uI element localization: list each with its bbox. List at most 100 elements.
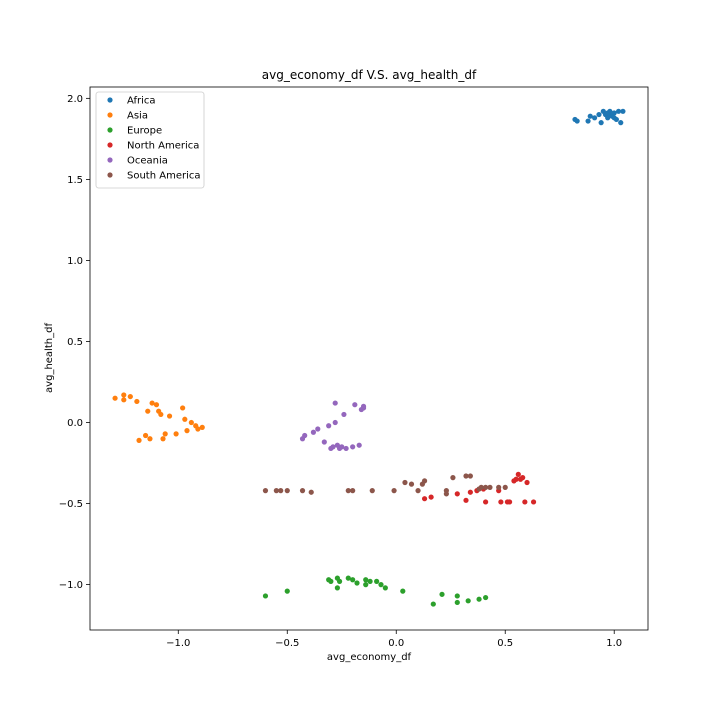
data-point: [173, 431, 179, 437]
data-point: [618, 120, 624, 126]
data-point: [587, 113, 593, 119]
legend-item: North America: [107, 141, 199, 152]
data-point: [350, 577, 356, 583]
data-point: [530, 499, 537, 505]
data-point: [330, 444, 336, 450]
data-point: [502, 484, 508, 490]
legend-item: Oceania: [107, 156, 168, 167]
data-point: [467, 489, 473, 495]
legend-marker: [107, 142, 113, 148]
data-point: [421, 496, 428, 502]
data-point: [611, 110, 617, 116]
y-tick-label: −0.5: [59, 499, 83, 510]
data-point: [454, 491, 460, 497]
legend-label: South America: [127, 171, 201, 182]
data-point: [430, 601, 436, 607]
data-point: [166, 413, 173, 419]
data-point: [321, 439, 327, 445]
data-point: [343, 445, 349, 452]
y-tick-label: 1.0: [67, 256, 83, 267]
legend-label: Oceania: [127, 156, 168, 167]
data-point: [339, 444, 345, 450]
data-point: [284, 488, 290, 494]
series-oceania: [299, 400, 367, 452]
data-point: [332, 419, 338, 426]
legend-label: North America: [127, 141, 199, 152]
data-point: [483, 594, 489, 601]
series-north-america: [421, 471, 537, 505]
legend-item: Asia: [107, 111, 148, 122]
data-point: [496, 484, 502, 490]
legend-label: Africa: [127, 96, 156, 107]
data-point: [443, 491, 449, 497]
legend-marker: [107, 97, 113, 103]
data-point: [326, 423, 332, 429]
data-point: [345, 575, 351, 581]
legend-label: Asia: [127, 111, 148, 122]
legend-marker: [107, 112, 113, 118]
data-point: [278, 488, 284, 494]
data-point: [352, 402, 358, 408]
data-point: [605, 110, 611, 116]
data-point: [153, 402, 160, 408]
data-point: [415, 488, 421, 494]
data-point: [127, 393, 133, 400]
x-tick-label: −1.0: [166, 638, 190, 649]
data-point: [332, 400, 338, 406]
data-point: [121, 397, 127, 403]
legend-marker: [107, 157, 113, 163]
data-point: [467, 473, 473, 479]
data-point: [158, 411, 164, 418]
data-point: [273, 488, 279, 494]
data-point: [513, 476, 519, 482]
data-point: [574, 118, 580, 124]
legend-box: [95, 91, 205, 189]
data-point: [180, 405, 186, 411]
data-point: [363, 577, 369, 583]
data-point: [524, 479, 530, 486]
data-point: [450, 475, 456, 481]
data-point: [363, 582, 369, 588]
data-point: [147, 436, 153, 442]
data-points: [112, 108, 626, 607]
data-point: [596, 111, 602, 118]
axes-frame: [89, 86, 649, 631]
legend: Africa Asia Europe North America Oceania Sout…: [95, 91, 205, 189]
data-point: [374, 578, 380, 584]
legend-item: Europe: [107, 126, 162, 137]
data-point: [520, 475, 526, 481]
data-point: [112, 395, 118, 401]
data-point: [336, 578, 343, 584]
data-point: [354, 580, 360, 586]
data-point: [356, 442, 362, 448]
data-point: [162, 431, 168, 437]
data-point: [428, 494, 434, 500]
data-point: [421, 478, 428, 484]
data-point: [188, 419, 194, 426]
data-point: [350, 488, 356, 494]
data-point: [592, 115, 598, 121]
series-europe: [262, 575, 489, 607]
data-point: [598, 120, 604, 126]
data-point: [184, 428, 190, 434]
x-tick-label: 0.0: [388, 638, 404, 649]
data-point: [310, 429, 317, 435]
legend-marker: [107, 127, 113, 133]
data-point: [402, 479, 408, 486]
data-point: [463, 473, 469, 479]
data-point: [360, 405, 367, 411]
data-point: [369, 488, 375, 494]
chart-title: avg_economy_df V.S. avg_health_df: [262, 68, 477, 82]
data-point: [454, 599, 460, 606]
x-tick-label: −0.5: [275, 638, 299, 649]
data-point: [308, 489, 314, 495]
data-point: [615, 108, 622, 114]
data-point: [149, 400, 155, 406]
data-point: [400, 588, 406, 594]
data-point: [613, 116, 619, 123]
data-point: [142, 432, 149, 439]
data-point: [483, 484, 489, 490]
y-tick-label: 2.0: [67, 94, 83, 105]
data-point: [498, 499, 504, 505]
